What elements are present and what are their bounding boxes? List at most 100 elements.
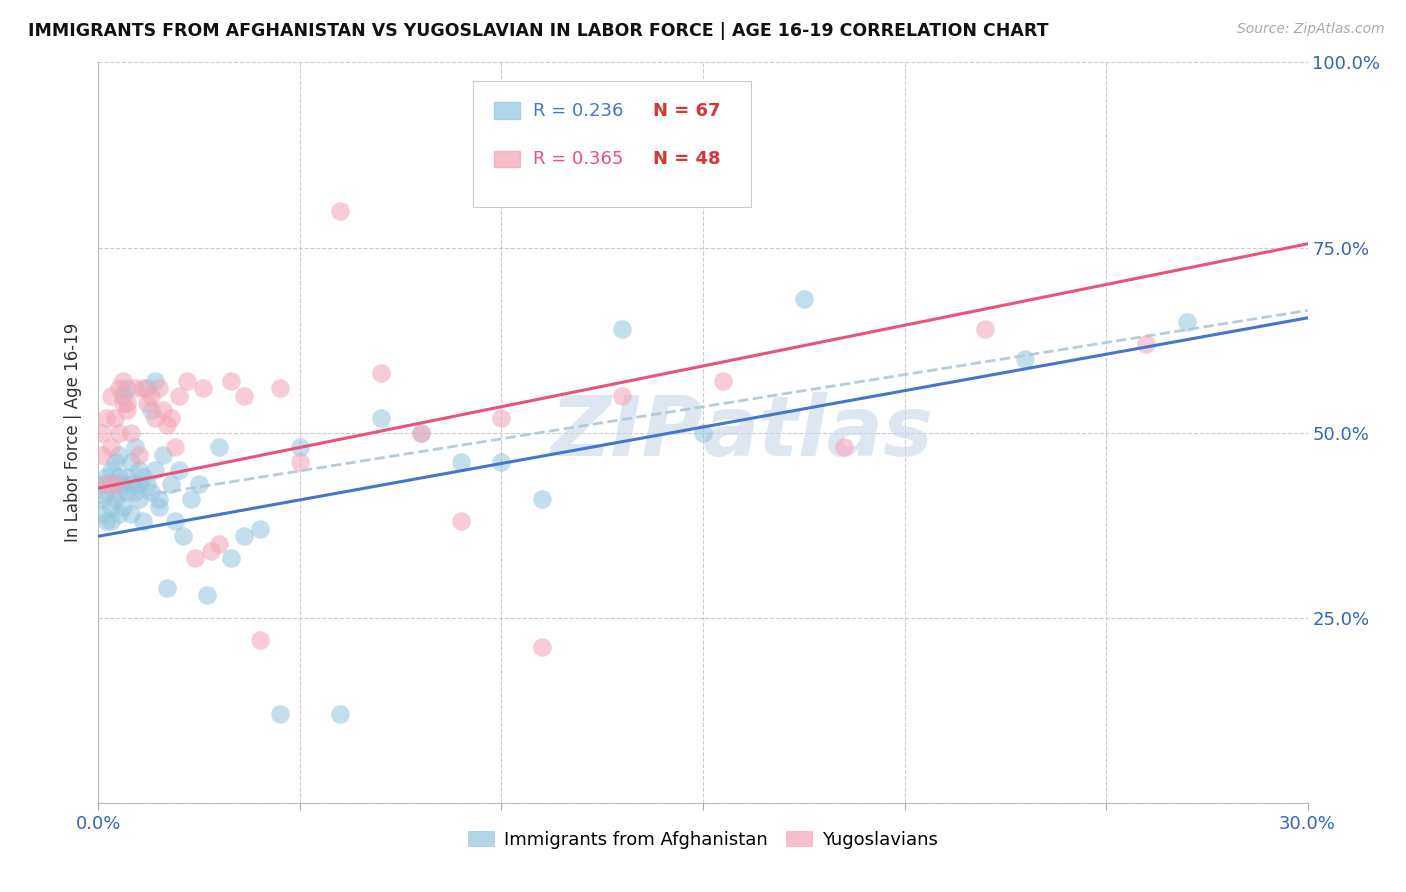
Point [128, 448, 150, 462]
Point [249, 632, 271, 647]
Point [148, 381, 170, 395]
Point [111, 396, 134, 410]
Point [232, 529, 254, 543]
Point [184, 551, 207, 566]
Point [107, 484, 129, 499]
Point [232, 388, 254, 402]
Point [96, 515, 118, 529]
Point [409, 425, 432, 440]
Point [100, 388, 122, 402]
Point [100, 441, 122, 455]
Point [124, 381, 146, 395]
Y-axis label: In Labor Force | Age 16-19: In Labor Force | Age 16-19 [65, 323, 83, 542]
Point [120, 507, 142, 521]
Point [128, 477, 150, 491]
Point [450, 455, 472, 469]
Point [329, 706, 352, 721]
Point [103, 410, 125, 425]
Point [120, 477, 142, 491]
Point [128, 492, 150, 507]
Point [160, 477, 183, 491]
Point [120, 455, 142, 469]
Point [135, 381, 157, 395]
Point [221, 551, 243, 566]
Point [135, 396, 157, 410]
Point [711, 374, 734, 388]
Point [409, 425, 432, 440]
Point [107, 507, 129, 521]
Point [124, 484, 146, 499]
Text: IMMIGRANTS FROM AFGHANISTAN VS YUGOSLAVIAN IN LABOR FORCE | AGE 16-19 CORRELATIO: IMMIGRANTS FROM AFGHANISTAN VS YUGOSLAVI… [28, 22, 1049, 40]
Point [111, 388, 134, 402]
Point [269, 706, 291, 721]
Point [156, 581, 179, 595]
Point [139, 484, 162, 499]
Point [269, 381, 291, 395]
Point [160, 410, 183, 425]
Point [288, 455, 311, 469]
Point [132, 381, 155, 395]
Point [530, 640, 553, 655]
Point [793, 293, 815, 307]
Point [612, 388, 634, 402]
Text: N = 67: N = 67 [654, 102, 721, 120]
Point [107, 448, 129, 462]
Point [100, 515, 122, 529]
Point [156, 418, 179, 433]
Point [163, 441, 186, 455]
Text: R = 0.365: R = 0.365 [533, 150, 623, 168]
Point [612, 322, 634, 336]
Point [139, 403, 162, 417]
Point [132, 515, 155, 529]
Point [103, 455, 125, 469]
Point [180, 492, 202, 507]
Point [124, 441, 146, 455]
Point [193, 381, 215, 395]
Point [100, 477, 122, 491]
Point [208, 441, 231, 455]
Point [208, 536, 231, 550]
Point [107, 470, 129, 484]
Point [91, 507, 114, 521]
Point [167, 388, 190, 402]
Point [188, 477, 211, 491]
Point [1135, 336, 1157, 351]
Point [96, 410, 118, 425]
Point [167, 462, 190, 476]
Point [370, 410, 392, 425]
Point [195, 589, 218, 603]
Text: Source: ZipAtlas.com: Source: ZipAtlas.com [1237, 22, 1385, 37]
Point [103, 477, 125, 491]
Point [91, 492, 114, 507]
Point [176, 374, 198, 388]
Point [974, 322, 997, 336]
Point [115, 484, 138, 499]
Point [450, 515, 472, 529]
Point [135, 477, 157, 491]
Point [530, 492, 553, 507]
Point [1014, 351, 1036, 366]
Point [172, 529, 194, 543]
FancyBboxPatch shape [474, 81, 751, 207]
Bar [494, 151, 520, 167]
Point [249, 522, 271, 536]
Point [152, 448, 174, 462]
Point [139, 388, 162, 402]
Point [143, 410, 166, 425]
Point [91, 477, 114, 491]
Point [148, 492, 170, 507]
Point [115, 403, 138, 417]
Point [491, 455, 513, 469]
Point [200, 544, 222, 558]
Point [115, 381, 138, 395]
Text: ZIP: ZIP [550, 392, 703, 473]
Point [148, 500, 170, 514]
Point [1175, 314, 1198, 328]
Text: R = 0.236: R = 0.236 [533, 102, 623, 120]
Point [370, 367, 392, 381]
Point [143, 462, 166, 476]
Point [329, 203, 352, 218]
Point [132, 470, 155, 484]
Point [91, 425, 114, 440]
Point [152, 403, 174, 417]
